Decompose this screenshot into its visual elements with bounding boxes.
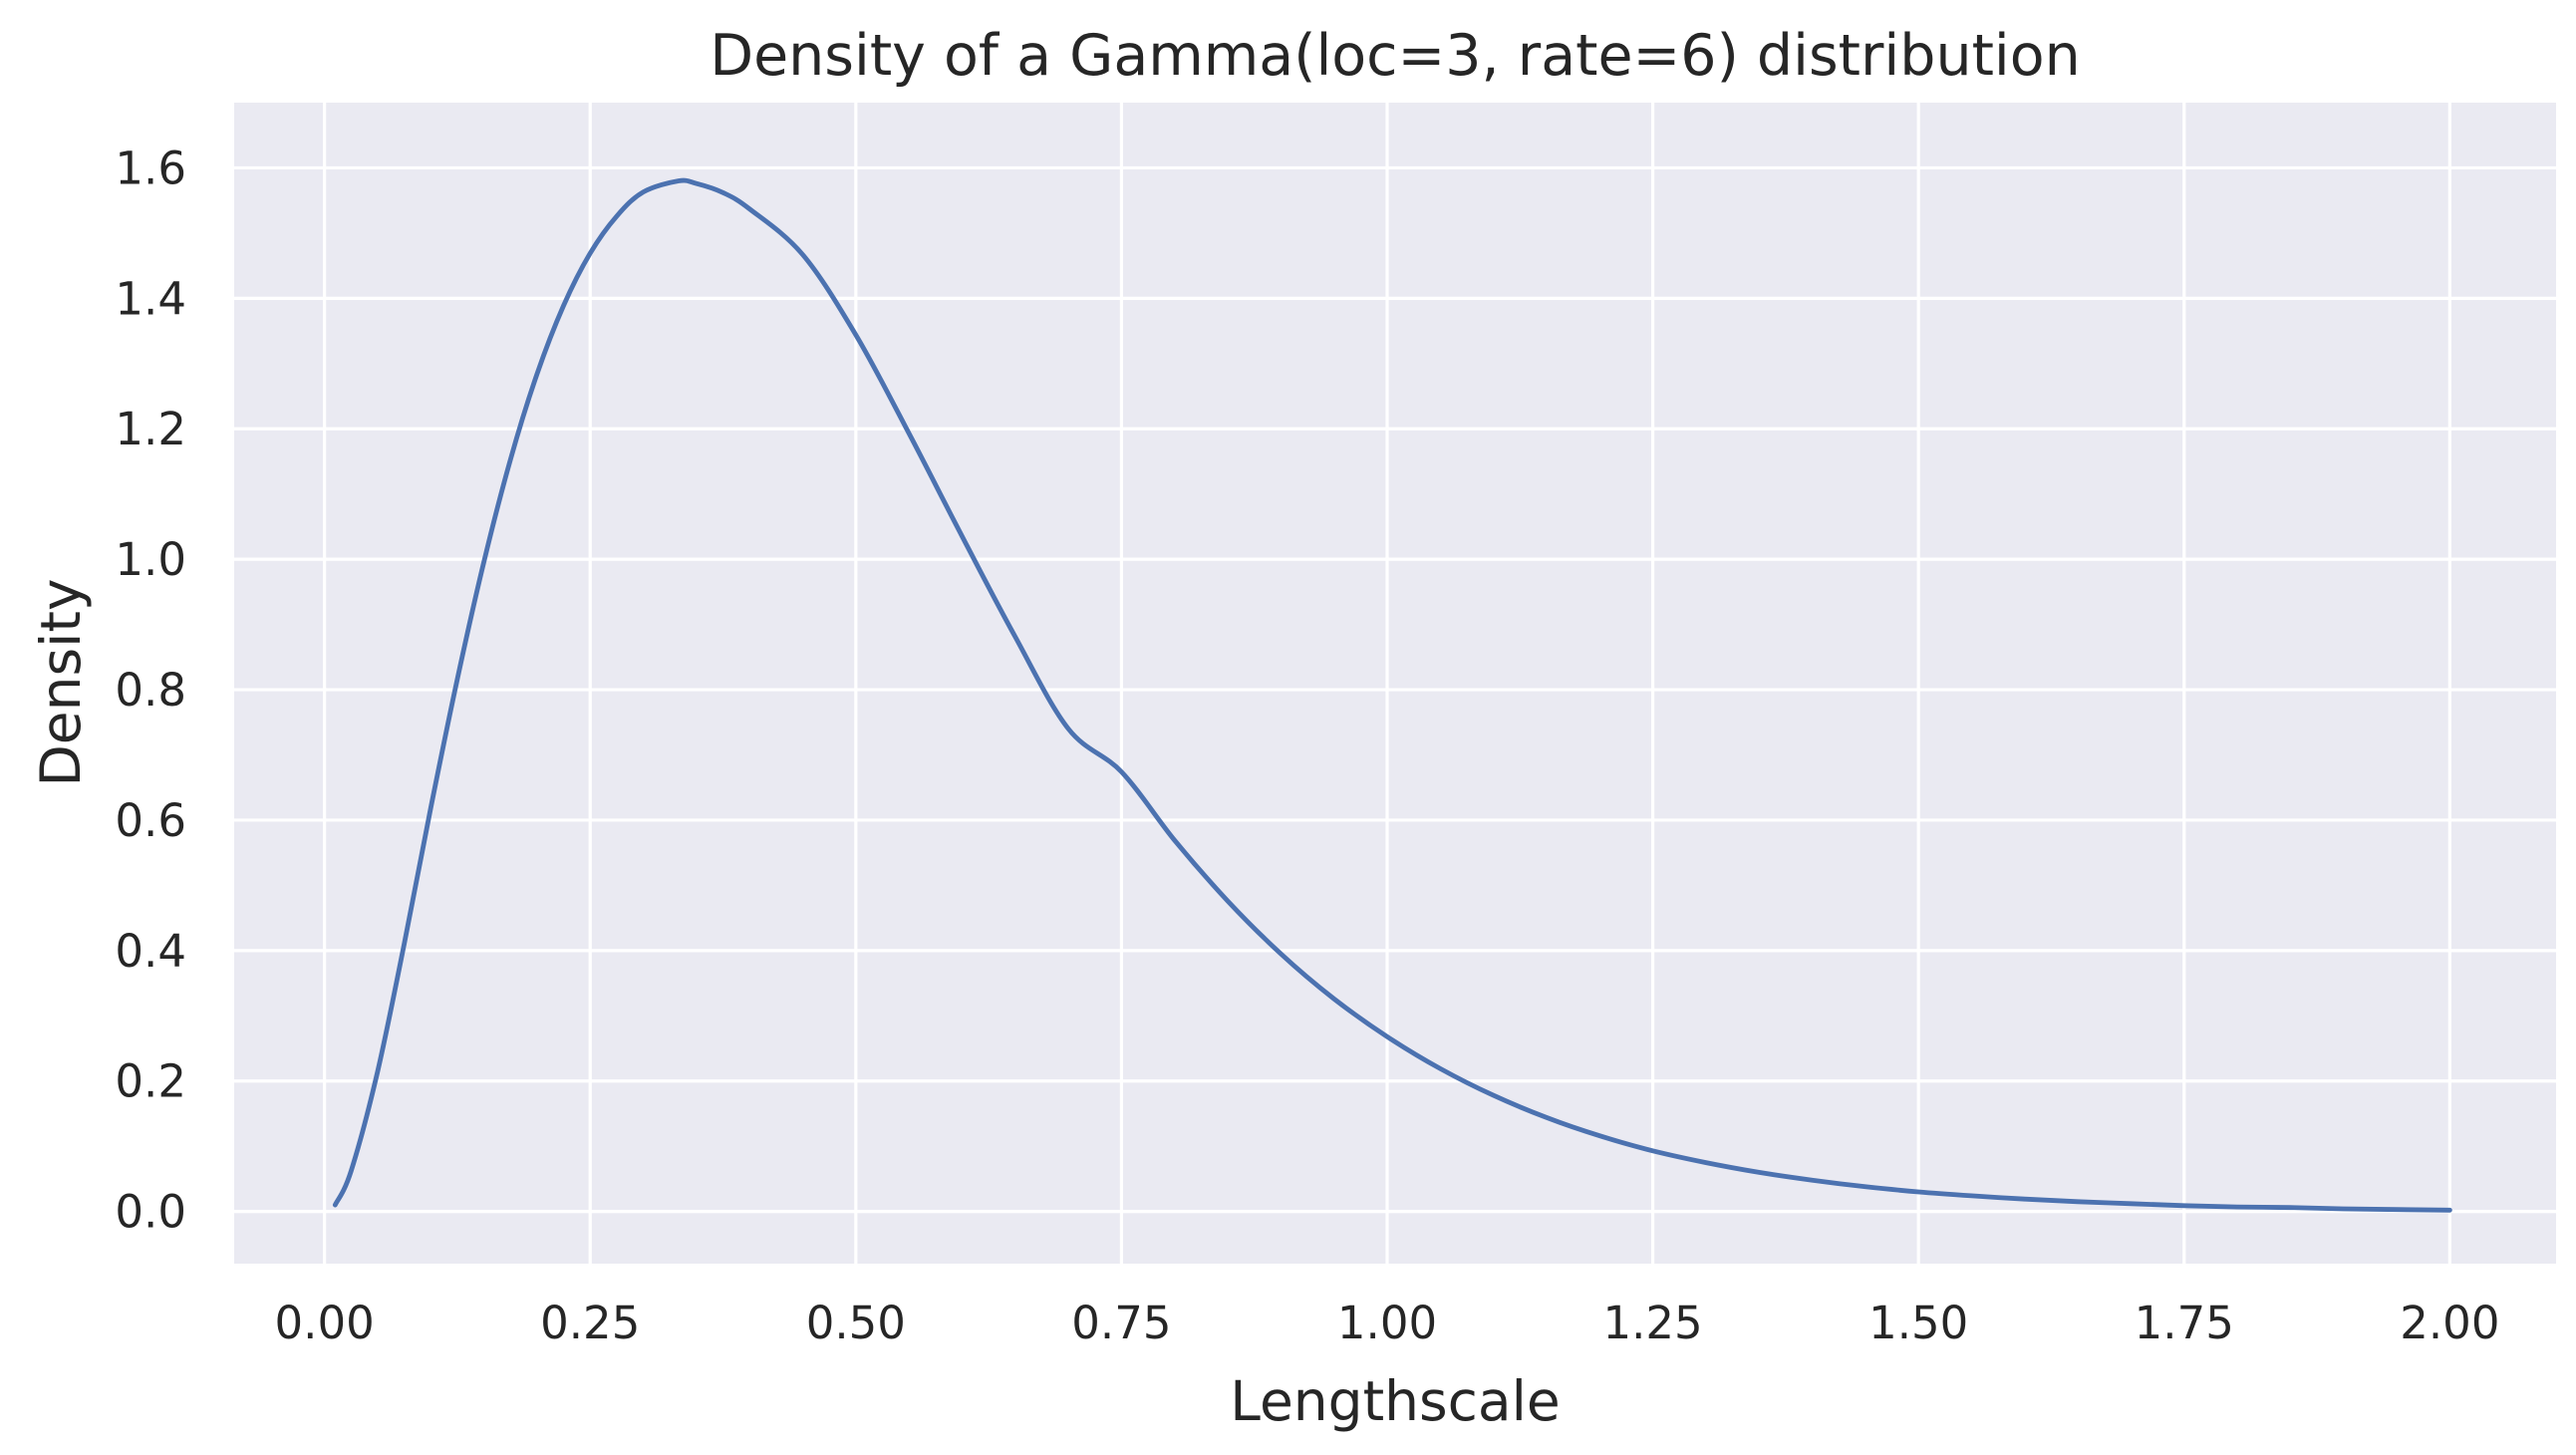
x-tick-label: 1.50: [1868, 1297, 1968, 1349]
x-tick-label: 1.25: [1602, 1297, 1702, 1349]
y-tick-label: 0.8: [115, 664, 186, 717]
x-tick-label: 1.00: [1337, 1297, 1437, 1349]
y-tick-label: 1.2: [115, 403, 186, 455]
x-tick-label: 0.75: [1071, 1297, 1171, 1349]
x-axis-label: Lengthscale: [1230, 1369, 1560, 1433]
y-tick-labels: 0.0 0.2 0.4 0.6 0.8 1.0 1.2 1.4 1.6: [115, 142, 186, 1238]
y-tick-label: 0.6: [115, 794, 186, 847]
density-line: [332, 177, 2452, 1213]
y-tick-label: 1.4: [115, 272, 186, 325]
y-tick-label: 1.6: [115, 142, 186, 194]
y-tick-label: 0.0: [115, 1186, 186, 1239]
y-tick-label: 0.4: [115, 925, 186, 978]
x-tick-label: 0.25: [540, 1297, 640, 1349]
x-tick-label: 2.00: [2400, 1297, 2499, 1349]
y-tick-label: 1.0: [115, 533, 186, 586]
x-tick-labels: 0.00 0.25 0.50 0.75 1.00 1.25 1.50 1.75 2.00: [275, 1297, 2500, 1349]
grid-lines: [234, 103, 2556, 1264]
chart-title: Density of a Gamma(loc=3, rate=6) distri…: [710, 23, 2081, 89]
x-tick-label: 1.75: [2135, 1297, 2234, 1349]
plot-area-background: [234, 103, 2556, 1264]
y-axis-label: Density: [29, 578, 93, 786]
x-tick-label: 0.00: [275, 1297, 375, 1349]
y-tick-label: 0.2: [115, 1055, 186, 1108]
x-tick-label: 0.50: [806, 1297, 906, 1349]
series-layer: [332, 177, 2452, 1213]
